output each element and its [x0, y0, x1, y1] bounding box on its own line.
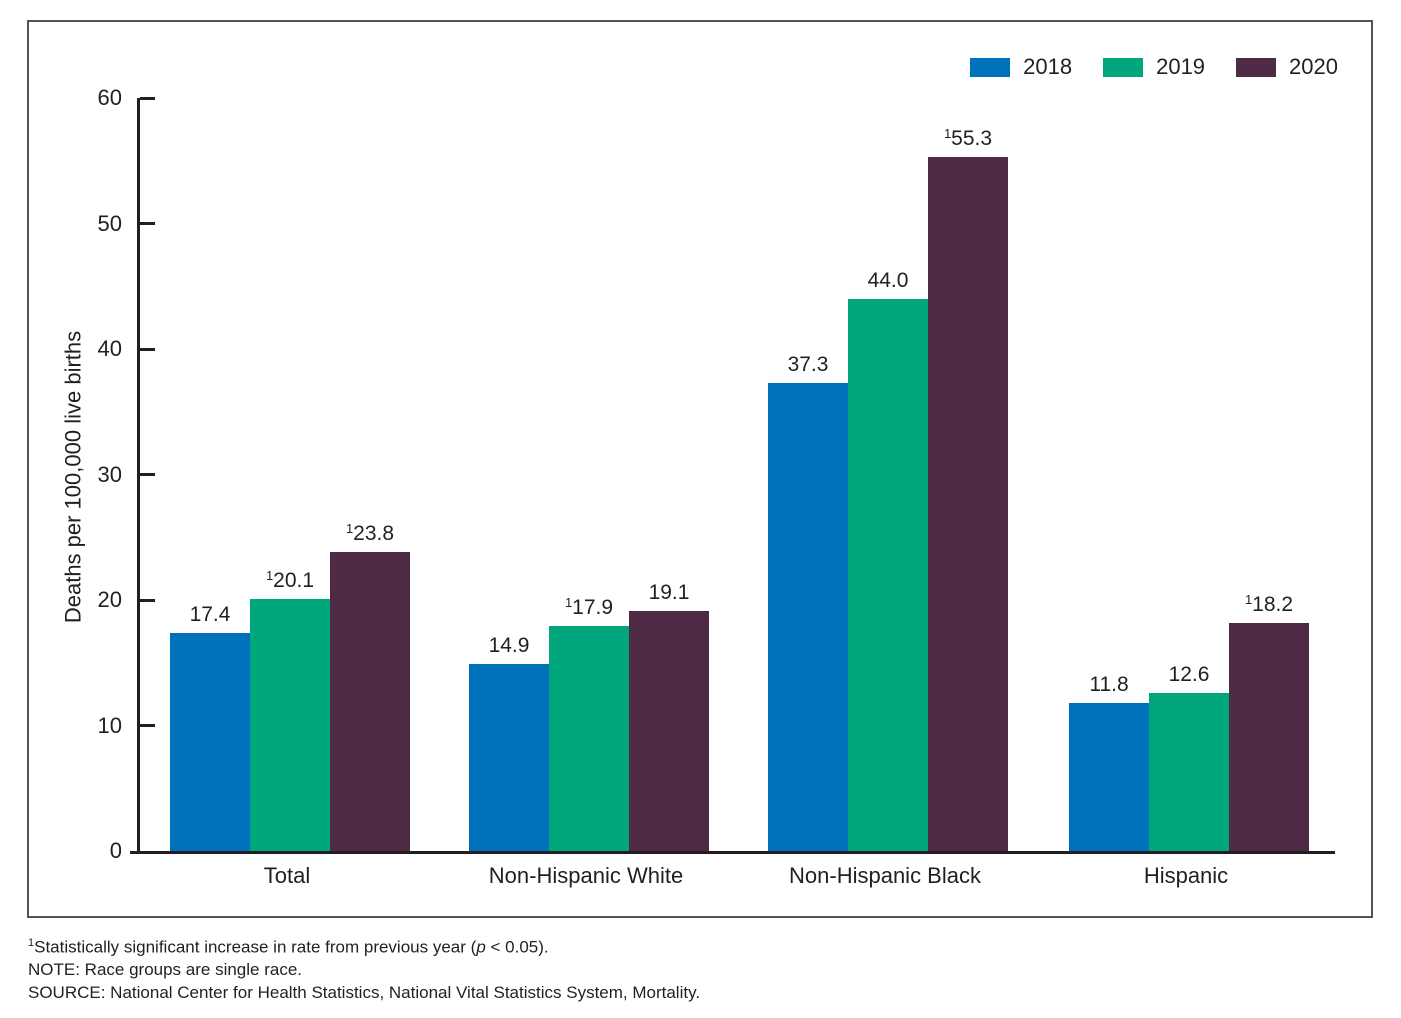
bar-value-label: 37.3	[787, 352, 829, 376]
y-axis-tick	[140, 347, 155, 351]
y-axis-tick-label: 30	[97, 461, 122, 487]
y-axis-tick	[140, 724, 155, 727]
footnote-source: SOURCE: National Center for Health Stati…	[28, 982, 701, 1002]
y-axis-tick-label: 10	[97, 712, 122, 738]
bar-value-label: 120.1	[265, 567, 315, 592]
y-axis-tick-label: 0	[109, 838, 122, 863]
legend-item-2020: 2020	[1236, 56, 1338, 78]
significance-marker: 1	[1244, 591, 1253, 607]
footnote-p-italic: p	[476, 937, 486, 957]
y-axis-tick-label: 50	[97, 210, 122, 236]
bar-2018-non-hispanic-black	[768, 382, 848, 851]
bar-value-label: 19.1	[648, 581, 690, 605]
x-axis-line	[130, 851, 1335, 854]
legend-label: 2020	[1289, 54, 1338, 79]
legend-item-2019: 2019	[1103, 56, 1205, 78]
bar-2018-total	[170, 632, 250, 851]
bar-value-label: 12.6	[1168, 662, 1210, 686]
chart-frame: 2018 2019 2020 Deaths per 100,000 live bir…	[27, 20, 1373, 918]
bar-2019-non-hispanic-black	[848, 298, 928, 851]
footnote-note: NOTE: Race groups are single race.	[28, 960, 303, 980]
bar-2019-hispanic	[1149, 692, 1229, 851]
legend-label: 2019	[1156, 54, 1206, 79]
bar-value-label: 117.9	[564, 595, 614, 620]
category-label-non-hispanic-black: Non-Hispanic Black	[789, 863, 981, 888]
significance-marker: 1	[265, 567, 274, 583]
footnote-significance: 1Statistically significant increase in r…	[28, 932, 1028, 959]
legend-swatch-icon	[1103, 57, 1144, 77]
legend-swatch-icon	[970, 57, 1011, 77]
significance-marker: 1	[943, 126, 952, 141]
bar-2019-total	[250, 598, 330, 851]
category-label-non-hispanic-white: Non-Hispanic White	[488, 863, 684, 888]
chart-legend: 2018 2019 2020	[970, 56, 1338, 78]
bar-2019-non-hispanic-white	[549, 626, 629, 851]
bar-value-label: 123.8	[345, 521, 395, 546]
y-axis-tick	[140, 473, 155, 476]
footnote-superscript: 1	[28, 937, 35, 949]
legend-swatch-icon	[1236, 57, 1277, 77]
plot-area: 0 10 20 30 40 50 60 17.4 120.1 123.8 14.9 117.9 19.1…	[98, 85, 1335, 863]
bar-value-label: 118.2	[1244, 591, 1294, 616]
bar-2020-hispanic	[1229, 622, 1309, 851]
bar-2018-hispanic	[1069, 702, 1149, 851]
bar-2020-non-hispanic-white	[629, 611, 709, 851]
bar-value-label: 44.0	[867, 268, 909, 292]
category-label-hispanic: Hispanic	[1143, 863, 1229, 888]
legend-item-2018: 2018	[970, 56, 1072, 78]
bar-value-label: 14.9	[488, 634, 530, 658]
category-label-total: Total	[263, 863, 311, 888]
y-axis-tick	[140, 598, 155, 602]
bar-value-label: 155.3	[943, 126, 993, 150]
footnote-significance-tail: < 0.05).	[485, 937, 549, 957]
y-axis-tick-label: 60	[97, 85, 122, 110]
y-axis-tick-label: 20	[97, 587, 122, 612]
significance-marker: 1	[564, 595, 573, 611]
bar-value-label: 17.4	[189, 602, 231, 626]
y-axis-tick-label: 40	[97, 336, 122, 361]
significance-marker: 1	[345, 521, 354, 537]
legend-label: 2018	[1023, 54, 1073, 79]
footnote-significance-text: Statistically significant increase in ra…	[34, 937, 477, 957]
bar-2018-non-hispanic-white	[469, 664, 549, 851]
y-axis-tick	[140, 222, 155, 225]
bar-value-label: 11.8	[1089, 672, 1129, 696]
y-axis-tick	[140, 96, 155, 100]
bar-2020-total	[330, 552, 410, 851]
footnotes: 1Statistically significant increase in r…	[28, 932, 1028, 1004]
bar-2020-non-hispanic-black	[928, 157, 1008, 851]
